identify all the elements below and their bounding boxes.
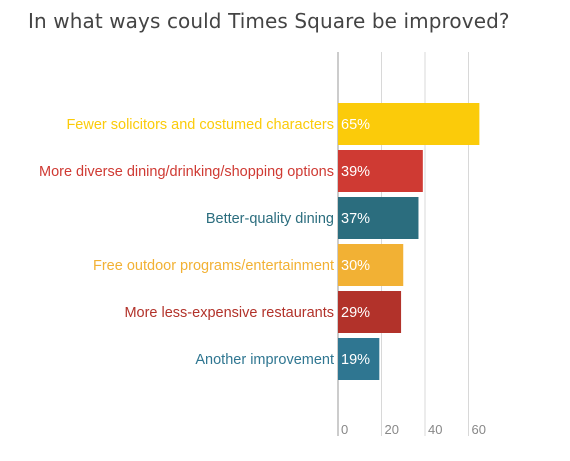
category-label-6: Another improvement [195, 352, 334, 368]
bar-6 [338, 338, 380, 380]
category-label-1: Fewer solicitors and costumed characters [66, 117, 334, 133]
x-tick-label-40: 40 [428, 422, 442, 437]
value-label-4: 30% [341, 258, 370, 274]
bar-3 [338, 197, 419, 239]
value-label-1: 65% [341, 117, 370, 133]
bar-5 [338, 291, 402, 333]
chart-title: In what ways could Times Square be impro… [28, 9, 510, 33]
value-label-3: 37% [341, 211, 370, 227]
category-label-3: Better-quality dining [206, 211, 334, 227]
value-label-2: 39% [341, 164, 370, 180]
bar-4 [338, 244, 404, 286]
x-tick-label-20: 20 [385, 422, 399, 437]
value-label-5: 29% [341, 305, 370, 321]
value-label-6: 19% [341, 352, 370, 368]
x-tick-label-0: 0 [341, 422, 348, 437]
bar-2 [338, 150, 423, 192]
x-tick-label-60: 60 [472, 422, 486, 437]
category-label-5: More less-expensive restaurants [124, 305, 334, 321]
category-label-2: More diverse dining/drinking/shopping op… [39, 164, 334, 180]
category-label-4: Free outdoor programs/entertainment [93, 258, 334, 274]
bar-1 [338, 103, 480, 145]
